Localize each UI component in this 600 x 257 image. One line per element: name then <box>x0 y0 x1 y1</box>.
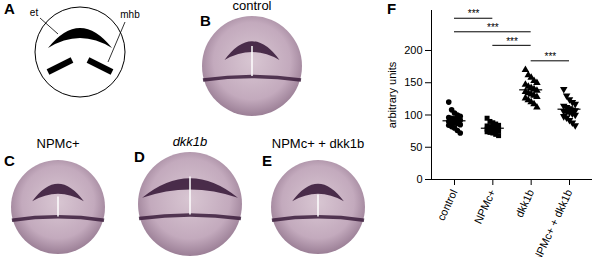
svg-text:control: control <box>435 187 460 222</box>
svg-text:control: control <box>232 0 271 13</box>
svg-text:dkk1b: dkk1b <box>513 187 536 219</box>
svg-text:200: 200 <box>404 44 422 56</box>
svg-text:50: 50 <box>410 141 422 153</box>
svg-text:B: B <box>200 12 211 29</box>
html-text:F: F <box>387 0 397 17</box>
svg-text:et: et <box>30 7 39 18</box>
svg-text:mhb: mhb <box>120 9 140 20</box>
svg-text:100: 100 <box>404 109 422 121</box>
svg-text:dkk1b: dkk1b <box>173 134 208 149</box>
svg-text:0: 0 <box>416 173 422 185</box>
svg-text:NPMc+ + dkk1b: NPMc+ + dkk1b <box>531 187 575 257</box>
svg-text:***: *** <box>544 51 556 62</box>
svg-text:C: C <box>4 152 15 169</box>
svg-text:***: *** <box>506 36 518 47</box>
svg-text:arbitrary units: arbitrary units <box>386 61 398 128</box>
svg-text:***: *** <box>487 22 499 33</box>
svg-text:NPMc+ + dkk1b: NPMc+ + dkk1b <box>272 136 365 151</box>
svg-text:***: *** <box>468 8 480 19</box>
svg-text:A: A <box>4 0 15 17</box>
svg-text:NPMc+: NPMc+ <box>472 187 498 225</box>
svg-text:150: 150 <box>404 76 422 88</box>
svg-text:D: D <box>134 148 145 165</box>
svg-text:NPMc+: NPMc+ <box>37 136 80 151</box>
svg-text:E: E <box>262 152 272 169</box>
